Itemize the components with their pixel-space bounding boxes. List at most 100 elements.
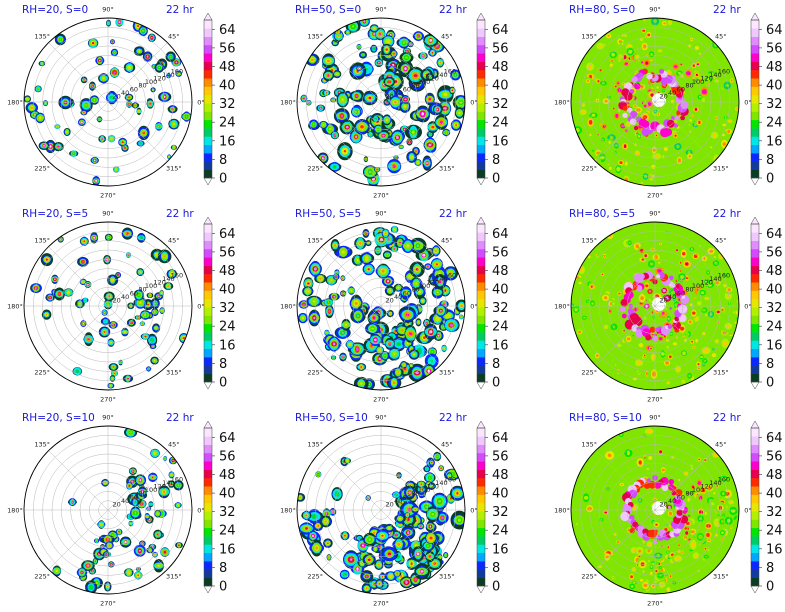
precip-contour — [403, 364, 405, 366]
radial-tick-label: 40 — [394, 293, 402, 301]
angular-gridline — [321, 305, 382, 366]
radial-tick-label: 160 — [444, 67, 456, 75]
colorbar-segment — [204, 265, 212, 275]
radial-tick-label: 140 — [162, 275, 174, 283]
colorbar-tick-label: 8 — [766, 153, 774, 168]
precip-cell — [436, 57, 445, 68]
precip-contour — [345, 323, 347, 326]
precip-cell — [369, 24, 379, 33]
precip-contour — [326, 59, 331, 62]
colorbar-segment — [477, 44, 485, 54]
precip-cell — [616, 159, 626, 166]
angle-tick-label: 225° — [307, 164, 323, 172]
precip-contour — [138, 110, 140, 112]
colorbar-segment — [204, 348, 212, 358]
precip-contour — [643, 44, 647, 49]
colorbar-tick-label: 16 — [492, 338, 509, 353]
precip-cell — [694, 118, 705, 126]
colorbar-tick-label: 0 — [492, 376, 500, 391]
angle-tick-label: 180° — [280, 99, 296, 107]
colorbar-frame — [203, 19, 213, 179]
precip-cell — [374, 58, 384, 68]
precip-contour — [82, 322, 84, 325]
precip-contour — [150, 37, 153, 39]
precip-cell — [709, 131, 720, 140]
eyewall-cell — [660, 76, 669, 85]
colorbar-segment — [751, 136, 759, 146]
precip-contour — [417, 321, 420, 323]
precip-contour — [332, 99, 334, 101]
precip-contour — [390, 92, 393, 95]
precip-cell — [327, 161, 342, 172]
precip-cell — [134, 315, 142, 320]
precip-cell — [656, 110, 661, 118]
precip-cell — [594, 78, 598, 82]
precip-cell — [121, 327, 129, 337]
precip-cell — [408, 349, 420, 360]
precip-cell — [620, 142, 630, 150]
precip-cell — [605, 164, 615, 172]
precip-contour — [650, 52, 653, 56]
precip-contour — [588, 255, 591, 259]
precip-contour — [355, 347, 359, 352]
precip-contour — [724, 116, 727, 119]
precip-cell — [308, 309, 321, 327]
eyewall-cell — [680, 101, 689, 110]
precip-cell — [107, 338, 115, 347]
angular-gridline — [107, 305, 168, 366]
precip-contour — [436, 108, 439, 111]
precip-contour — [355, 95, 358, 97]
precip-cell — [90, 231, 98, 244]
angle-tick-label: 90° — [102, 6, 114, 14]
colorbar-tick-label: 56 — [492, 245, 509, 260]
precip-contour — [60, 238, 62, 240]
colorbar-tick-label: 0 — [219, 376, 227, 391]
eyewall-cell — [658, 68, 665, 74]
precip-contour — [168, 75, 170, 77]
precip-contour — [676, 144, 680, 149]
precip-contour — [406, 50, 408, 53]
colorbar-tick-label: 8 — [219, 357, 227, 372]
precip-cell — [133, 296, 148, 309]
radial-tick-label: 80 — [411, 82, 419, 90]
angle-tick-label: 180° — [554, 99, 570, 107]
precip-cell — [638, 36, 645, 43]
eyewall-cell — [666, 119, 675, 128]
precip-contour — [602, 138, 605, 141]
precip-contour — [736, 108, 738, 110]
precip-cell — [298, 300, 309, 309]
precip-cell — [392, 367, 404, 377]
precip-contour — [67, 291, 70, 294]
precip-contour — [82, 261, 84, 263]
precip-cell — [140, 310, 151, 320]
polar-plot: 90°45°0°315°270°225°180°135°20 40 60 801001… — [7, 210, 236, 404]
colorbar-segment — [477, 28, 485, 37]
colorbar-tick-label: 48 — [219, 264, 236, 279]
precip-contour — [83, 111, 85, 114]
panel-title: RH=50, S=0 — [295, 4, 362, 16]
colorbar-segment — [477, 248, 485, 258]
precip-contour — [348, 343, 351, 346]
precip-contour — [340, 114, 343, 118]
precip-contour — [378, 61, 380, 64]
precip-contour — [403, 128, 406, 131]
precip-cell — [175, 70, 182, 77]
colorbar-segment — [477, 153, 485, 162]
precip-cell — [709, 350, 719, 360]
colorbar-tick-label: 16 — [492, 134, 509, 149]
precip-contour — [691, 115, 694, 117]
precip-contour — [84, 103, 88, 107]
precip-contour — [651, 355, 656, 359]
colorbar-extend-max — [476, 12, 486, 21]
precip-contour — [379, 32, 382, 36]
colorbar-tick-label: 32 — [492, 301, 509, 316]
precip-cell — [640, 59, 644, 66]
polar-frame — [23, 221, 193, 391]
polar-grid — [23, 17, 193, 187]
angular-gridline — [380, 305, 441, 366]
precip-contour — [158, 66, 160, 69]
precip-cell — [133, 46, 145, 56]
